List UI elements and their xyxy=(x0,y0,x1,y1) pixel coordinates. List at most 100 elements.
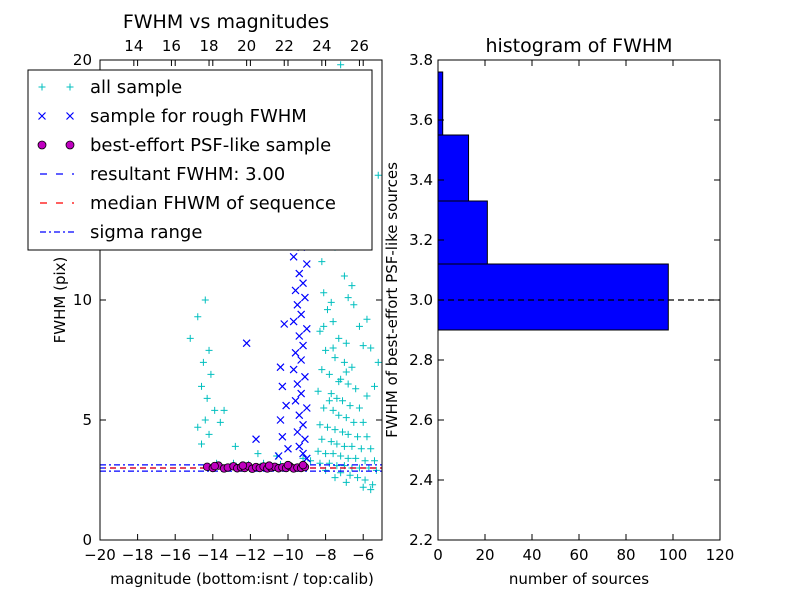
y-tick-label: 0 xyxy=(82,531,92,549)
rough-sample-point xyxy=(278,382,287,391)
x-tick-label: −20 xyxy=(84,546,116,564)
rough-sample-point xyxy=(295,269,304,278)
legend-entry: sample for rough FWHM xyxy=(38,106,307,127)
all-sample-point xyxy=(367,445,375,453)
all-sample-point xyxy=(314,387,322,395)
all-sample-point xyxy=(207,370,215,378)
all-sample-point xyxy=(320,289,328,297)
all-sample-point xyxy=(340,272,348,280)
histogram-y-tick-label: 2.4 xyxy=(409,471,433,489)
all-sample-point xyxy=(357,445,365,453)
histogram-x-tick-label: 0 xyxy=(433,546,443,564)
histogram-y-tick-label: 3.6 xyxy=(409,111,433,129)
all-sample-point xyxy=(344,380,352,388)
histogram-bar xyxy=(437,134,470,202)
top-tick-label: 14 xyxy=(124,37,143,55)
histogram-x-tick-label: 40 xyxy=(522,546,541,564)
top-tick-label: 26 xyxy=(350,37,369,55)
all-sample-point xyxy=(186,334,194,342)
rough-sample-point xyxy=(300,293,309,302)
rough-sample-point xyxy=(289,252,298,261)
psf-sample-point xyxy=(283,460,293,470)
rough-sample-point xyxy=(284,444,292,453)
all-sample-point xyxy=(329,406,337,414)
all-sample-point xyxy=(335,378,343,386)
histogram-plot-area xyxy=(437,71,720,331)
y-tick-label: 5 xyxy=(82,411,92,429)
histogram-y-label: FWHM of best-effort PSF-like sources xyxy=(383,162,401,438)
all-sample-point xyxy=(372,466,380,474)
histogram-x-tick-label: 60 xyxy=(569,546,588,564)
histogram-y-tick-label: 3.8 xyxy=(409,51,433,69)
histogram-y-tick-label: 2.2 xyxy=(409,531,433,549)
all-sample-point xyxy=(320,322,328,330)
scatter-y-label: FWHM (pix) xyxy=(51,257,69,344)
all-sample-point xyxy=(354,474,362,482)
all-sample-point xyxy=(335,411,343,419)
all-sample-point xyxy=(254,450,262,458)
all-sample-point xyxy=(363,392,371,400)
rough-sample-point xyxy=(299,420,307,429)
all-sample-point xyxy=(194,313,202,321)
legend-label: sigma range xyxy=(90,222,202,243)
all-sample-point xyxy=(194,423,202,431)
legend-box xyxy=(27,69,373,251)
all-sample-point xyxy=(316,327,324,335)
all-sample-point xyxy=(323,423,331,431)
x-tick-label: −8 xyxy=(315,546,337,564)
histogram-x-tick-label: 80 xyxy=(616,546,635,564)
all-sample-point xyxy=(327,298,335,306)
all-sample-point xyxy=(329,450,337,458)
all-sample-point xyxy=(342,414,350,422)
all-sample-point xyxy=(348,442,356,450)
rough-sample-point xyxy=(302,260,311,268)
psf-sample-series xyxy=(202,460,310,473)
x-axis-ticks: −20 −18 −16 −14 −12 −10 −8 −6 xyxy=(84,60,374,564)
legend-plus-marker xyxy=(38,83,46,91)
all-sample-point xyxy=(320,404,328,412)
all-sample-point xyxy=(322,346,330,354)
all-sample-point xyxy=(344,430,352,438)
histogram-title: histogram of FWHM xyxy=(485,35,672,57)
histogram-x-axis-ticks: 0 20 40 60 80 100 120 xyxy=(433,60,734,564)
rough-sample-point xyxy=(302,404,311,412)
all-sample-point xyxy=(359,483,367,491)
all-sample-point xyxy=(355,322,363,330)
rough-sample-point xyxy=(295,411,304,420)
top-tick-label: 16 xyxy=(162,37,181,55)
all-sample-point xyxy=(359,418,367,426)
psf-sample-point xyxy=(210,461,219,471)
rough-sample-point xyxy=(302,454,311,463)
all-sample-point xyxy=(361,457,369,465)
all-sample-point xyxy=(327,390,335,398)
top-tick-label: 18 xyxy=(199,37,218,55)
all-sample-point xyxy=(344,454,352,462)
all-sample-point xyxy=(342,478,350,486)
all-sample-point xyxy=(231,442,239,450)
top-tick-label: 20 xyxy=(237,37,256,55)
all-sample-point xyxy=(342,339,350,347)
psf-sample-point xyxy=(298,460,308,470)
legend-entry: resultant FWHM: 3.00 xyxy=(40,164,285,185)
all-sample-point xyxy=(198,440,206,448)
all-sample-point xyxy=(370,457,378,465)
all-sample-point xyxy=(318,258,326,266)
rough-sample-point xyxy=(293,380,302,388)
all-sample-point xyxy=(333,462,341,470)
rough-sample-point xyxy=(299,449,307,458)
legend-circle-marker xyxy=(37,140,47,150)
legend-entry: best-effort PSF-like sample xyxy=(37,135,331,156)
all-sample-point xyxy=(316,459,324,467)
all-sample-point xyxy=(352,454,360,462)
rough-sample-point xyxy=(293,428,302,436)
all-sample-point xyxy=(342,368,350,376)
psf-sample-point xyxy=(265,461,274,470)
all-sample-point xyxy=(323,306,331,314)
histogram-y-tick-label: 2.6 xyxy=(409,411,433,429)
rough-sample-point xyxy=(274,452,283,460)
histogram-x-tick-label: 100 xyxy=(659,546,688,564)
all-sample-point xyxy=(316,421,324,429)
legend-entry: median FHWM of sequence xyxy=(40,193,336,214)
histogram-y-axis-ticks: 2.2 2.4 2.6 2.8 3.0 3.2 3.4 3.6 3.8 xyxy=(409,51,720,549)
all-sample-point xyxy=(329,318,337,326)
